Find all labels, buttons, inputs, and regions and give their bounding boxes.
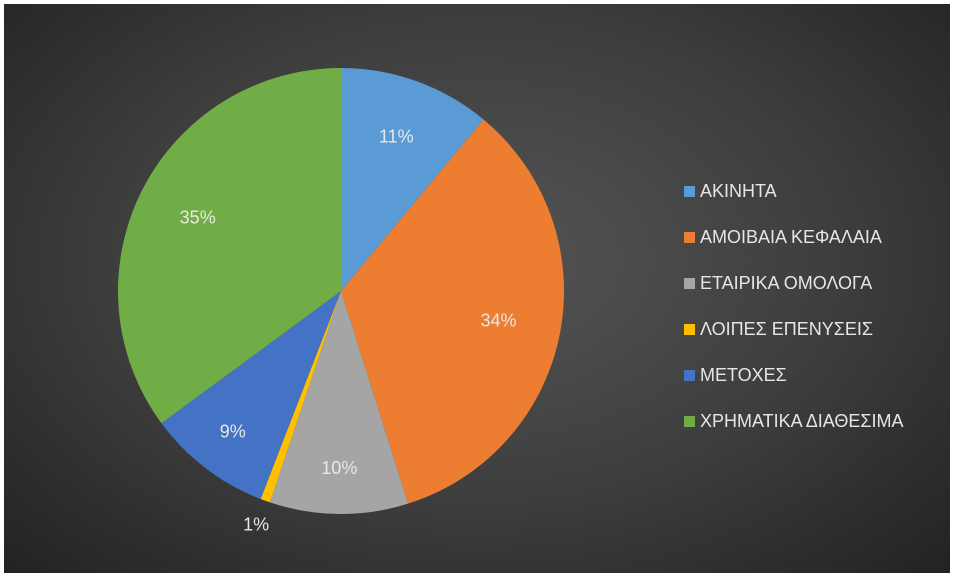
- legend: ΑΚΙΝΗΤΑ ΑΜΟΙΒΑΙΑ ΚΕΦΑΛΑΙΑ ΕΤΑΙΡΙΚΑ ΟΜΟΛΟΓΑ…: [684, 168, 950, 444]
- data-label-3: 10%: [321, 458, 357, 478]
- legend-item-6: ΧΡΗΜΑΤΙΚΑ ΔΙΑΘΕΣΙΜΑ: [684, 398, 950, 444]
- legend-item-1: ΑΚΙΝΗΤΑ: [684, 168, 950, 214]
- legend-item-3: ΕΤΑΙΡΙΚΑ ΟΜΟΛΟΓΑ: [684, 260, 950, 306]
- legend-item-4: ΛΟΙΠΕΣ ΕΠΕΝΥΣΕΙΣ: [684, 306, 950, 352]
- legend-swatch-1: [684, 185, 695, 197]
- legend-label-3: ΕΤΑΙΡΙΚΑ ΟΜΟΛΟΓΑ: [700, 272, 873, 293]
- pie-slice-6: [117, 68, 341, 424]
- legend-label-1: ΑΚΙΝΗΤΑ: [700, 180, 777, 201]
- legend-label-4: ΛΟΙΠΕΣ ΕΠΕΝΥΣΕΙΣ: [700, 318, 874, 339]
- pie-slice-3: [269, 291, 409, 514]
- legend-swatch-6: [684, 415, 695, 427]
- legend-label-5: ΜΕΤΟΧΕΣ: [700, 364, 787, 385]
- data-label-1: 11%: [379, 127, 414, 147]
- data-label-4: 1%: [243, 515, 269, 535]
- legend-swatch-2: [684, 231, 695, 243]
- data-label-5: 9%: [220, 422, 246, 442]
- pie-slice-2: [341, 119, 565, 504]
- legend-swatch-3: [684, 277, 695, 289]
- legend-item-2: ΑΜΟΙΒΑΙΑ ΚΕΦΑΛΑΙΑ: [684, 214, 950, 260]
- pie-slice-5: [161, 291, 341, 500]
- chart-area: 11% 34% 10% 1% 9% 35% ΑΚΙΝΗΤΑ ΑΜΟΙΒΑΙΑ ΚΕΦΑΛΑΙ…: [4, 4, 950, 573]
- legend-swatch-4: [684, 323, 695, 335]
- legend-swatch-5: [684, 369, 695, 381]
- pie-slice-4: [260, 291, 341, 503]
- pie-data-labels: 11% 34% 10% 1% 9% 35%: [180, 127, 517, 535]
- legend-label-6: ΧΡΗΜΑΤΙΚΑ ΔΙΑΘΕΣΙΜΑ: [700, 410, 904, 431]
- pie-chart: 11% 34% 10% 1% 9% 35%: [117, 68, 565, 535]
- legend-label-2: ΑΜΟΙΒΑΙΑ ΚΕΦΑΛΑΙΑ: [700, 226, 882, 247]
- legend-item-5: ΜΕΤΟΧΕΣ: [684, 352, 950, 398]
- data-label-6: 35%: [180, 207, 216, 227]
- pie-slice-1: [341, 68, 484, 291]
- data-label-2: 34%: [481, 311, 517, 331]
- pie-slices: [117, 68, 565, 514]
